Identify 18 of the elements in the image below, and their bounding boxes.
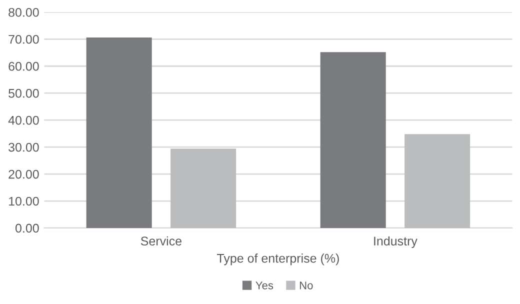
y-tick-label: 80.00 bbox=[8, 8, 39, 17]
legend-label: Yes bbox=[256, 282, 274, 290]
bar bbox=[404, 134, 470, 228]
x-tick-label: Service bbox=[140, 236, 182, 246]
bar bbox=[86, 38, 152, 228]
x-tick-label: Industry bbox=[374, 236, 418, 248]
y-tick-label: 10.00 bbox=[9, 196, 39, 206]
y-tick-label: 0.00 bbox=[16, 224, 39, 233]
x-axis-title: Type of enterprise (%) bbox=[217, 254, 339, 266]
y-tick-label: 70.00 bbox=[8, 34, 39, 44]
y-tick-label: 30.00 bbox=[8, 142, 39, 152]
y-tick-label: 50.00 bbox=[8, 88, 39, 98]
bar bbox=[170, 148, 236, 228]
y-tick-label: 20.00 bbox=[8, 170, 39, 179]
legend-label: No bbox=[300, 282, 313, 290]
bar bbox=[320, 52, 386, 228]
y-tick-label: 60.00 bbox=[8, 62, 39, 71]
y-tick-label: 40.00 bbox=[8, 116, 39, 125]
